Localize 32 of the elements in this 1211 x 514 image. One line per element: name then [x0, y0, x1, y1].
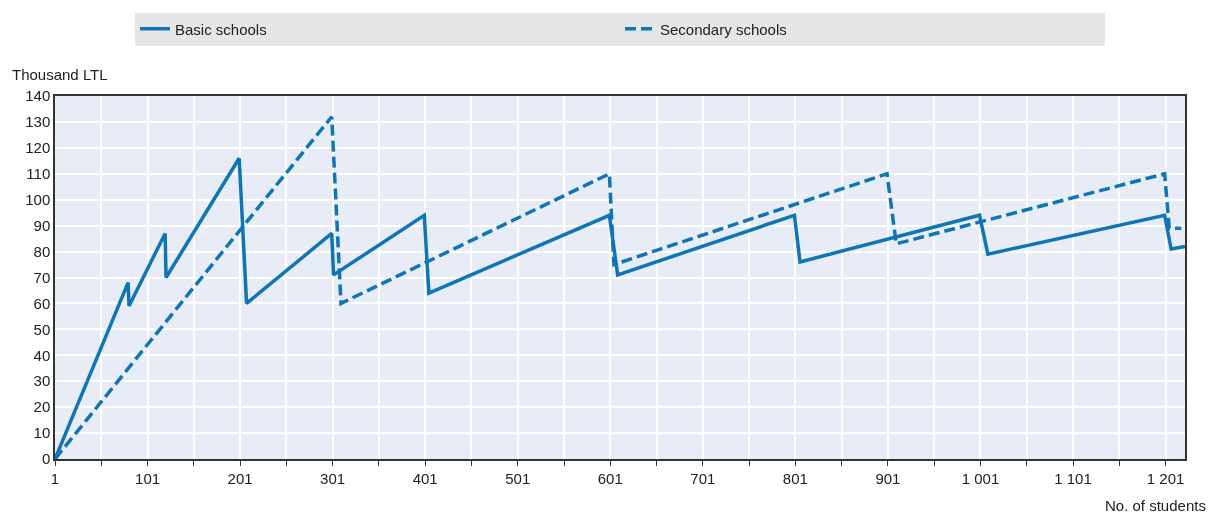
- x-axis-title: No. of students: [1105, 497, 1206, 514]
- legend-label: Basic schools: [175, 20, 267, 38]
- y-tick-label: 0: [41, 450, 51, 468]
- x-tick-label: 801: [782, 469, 808, 487]
- x-tick-label: 1 101: [1054, 469, 1092, 487]
- y-tick-label: 90: [33, 216, 51, 234]
- legend-label: Secondary schools: [660, 20, 787, 38]
- x-tick-label: 1: [50, 469, 60, 487]
- x-tick-label: 401: [412, 469, 438, 487]
- y-tick-label: 110: [26, 165, 51, 183]
- x-tick-label: 301: [320, 469, 346, 487]
- x-tick-label: 101: [135, 469, 161, 487]
- x-tick-label: 501: [505, 469, 531, 487]
- x-tick-label: 901: [875, 469, 901, 487]
- y-tick-label: 100: [25, 190, 51, 208]
- x-tick-label: 601: [597, 469, 623, 487]
- y-axis-title: Thousand LTL: [12, 66, 108, 83]
- y-tick-label: 120: [25, 139, 51, 157]
- y-tick-label: 80: [33, 242, 51, 260]
- y-tick-label: 10: [33, 424, 51, 442]
- x-tick-label: 1 201: [1146, 469, 1185, 487]
- x-tick-label: 1 001: [961, 469, 1000, 487]
- x-tick-label: 201: [227, 469, 253, 487]
- y-tick-label: 130: [25, 113, 51, 131]
- y-tick-label: 40: [33, 346, 51, 364]
- y-tick-label: 140: [25, 87, 51, 105]
- y-tick-label: 60: [33, 294, 51, 312]
- x-tick-label: 701: [690, 469, 716, 487]
- y-tick-label: 70: [33, 268, 51, 286]
- y-tick-label: 50: [33, 320, 51, 338]
- y-tick-label: 30: [33, 372, 51, 390]
- y-tick-label: 20: [33, 398, 51, 416]
